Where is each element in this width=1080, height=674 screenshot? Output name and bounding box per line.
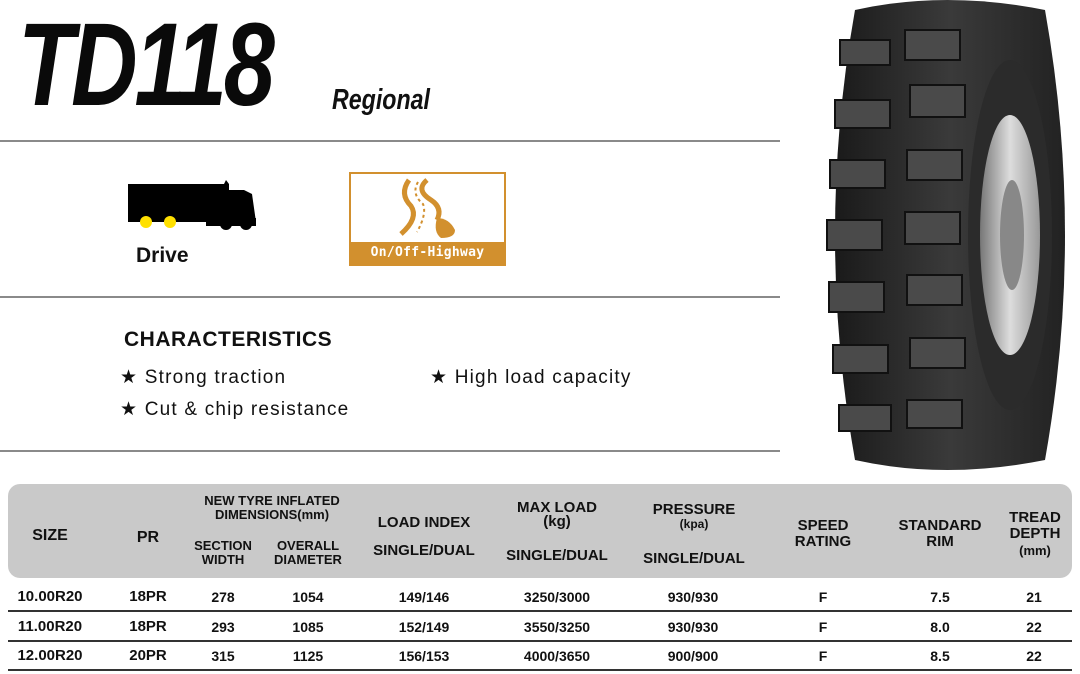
- table-row: 12.00R20 20PR 315 1125 156/153 4000/3650 900/9…: [8, 641, 1072, 671]
- table-cell: 293: [211, 618, 235, 635]
- table-row: 10.00R20 18PR 278 1054 149/146 3250/3000 930/9…: [8, 582, 1072, 612]
- table-cell: 18PR: [129, 588, 167, 605]
- col-tread-depth-unit: (mm): [1019, 543, 1051, 558]
- col-pr: PR: [136, 529, 160, 546]
- table-cell: 900/900: [667, 648, 719, 664]
- table-cell: 8.5: [930, 648, 950, 664]
- table-cell: 149/146: [398, 589, 450, 605]
- model-title: TD118: [18, 0, 275, 131]
- table-cell: 156/153: [398, 648, 450, 664]
- table-cell: 18PR: [129, 617, 167, 635]
- table-cell: 7.5: [930, 589, 950, 605]
- table-cell: 1085: [292, 618, 324, 635]
- table-cell: 11.00R20: [17, 617, 83, 635]
- col-load-index: LOAD INDEX: [377, 514, 471, 531]
- star-icon: ★: [120, 399, 139, 420]
- road-label: On/Off-Highway: [351, 242, 504, 264]
- table-row: 11.00R20 18PR 293 1085 152/149 3550/3250 930/9…: [8, 612, 1072, 642]
- table-cell: 22: [1026, 618, 1042, 635]
- col-max-load: MAX LOAD: [517, 499, 597, 516]
- col-pressure: PRESSURE: [652, 501, 736, 518]
- table-cell: 1125: [292, 648, 324, 664]
- table-header: [8, 484, 1072, 578]
- table-cell: 8.0: [930, 618, 950, 635]
- col-overall-diameter: OVERALL DIAMETER: [274, 538, 342, 567]
- table-cell: 315: [211, 648, 235, 664]
- row-divider: [8, 610, 1072, 612]
- row-divider: [8, 669, 1072, 671]
- table-cell: 4000/3650: [523, 648, 591, 664]
- table-cell: 930/930: [667, 618, 719, 635]
- col-dimensions: NEW TYRE INFLATED DIMENSIONS(mm): [204, 493, 340, 522]
- table-cell: F: [818, 648, 828, 664]
- table-cell: 3250/3000: [523, 589, 591, 605]
- on-off-highway-badge: On/Off-Highway: [349, 172, 506, 266]
- divider: [0, 450, 780, 452]
- col-speed-rating: SPEED RATING: [794, 517, 852, 550]
- table-cell: 10.00R20: [17, 588, 83, 605]
- star-icon: ★: [120, 367, 139, 388]
- divider: [0, 140, 780, 142]
- col-size: SIZE: [32, 527, 68, 544]
- col-tread-depth: TREAD DEPTH: [1009, 509, 1061, 542]
- table-cell: 22: [1026, 648, 1042, 664]
- feature-item: ★ High load capacity: [430, 367, 632, 388]
- feature-item: ★ Strong traction: [120, 367, 287, 388]
- table-cell: 930/930: [667, 589, 719, 605]
- star-icon: ★: [430, 367, 449, 388]
- truck-icon: [128, 180, 256, 230]
- table-cell: 278: [211, 589, 235, 605]
- feature-item: ★ Cut & chip resistance: [120, 399, 350, 420]
- col-section-width: SECTION WIDTH: [194, 538, 252, 567]
- category-subtitle: Regional: [332, 84, 430, 116]
- row-divider: [8, 639, 1072, 642]
- table-cell: F: [818, 618, 828, 635]
- divider: [0, 296, 780, 298]
- table-cell: 1054: [292, 589, 324, 605]
- winding-road-icon: [399, 178, 455, 238]
- col-pressure-unit: (kpa): [679, 517, 709, 531]
- col-pressure-sub: SINGLE/DUAL: [643, 550, 745, 567]
- col-standard-rim: STANDARD RIM: [898, 517, 982, 550]
- table-cell: F: [818, 589, 828, 605]
- table-cell: 21: [1026, 589, 1042, 605]
- tire-image: [826, 0, 1065, 470]
- table-cell: 12.00R20: [17, 647, 83, 664]
- col-max-load-unit: (kg): [543, 513, 571, 530]
- table-cell: 152/149: [398, 618, 450, 635]
- col-max-load-sub: SINGLE/DUAL: [506, 547, 608, 564]
- characteristics-title: CHARACTERISTICS: [124, 328, 333, 351]
- table-cell: 3550/3250: [523, 618, 591, 635]
- col-load-index-sub: SINGLE/DUAL: [373, 542, 475, 559]
- table-cell: 20PR: [129, 647, 167, 664]
- position-label: Drive: [136, 244, 189, 267]
